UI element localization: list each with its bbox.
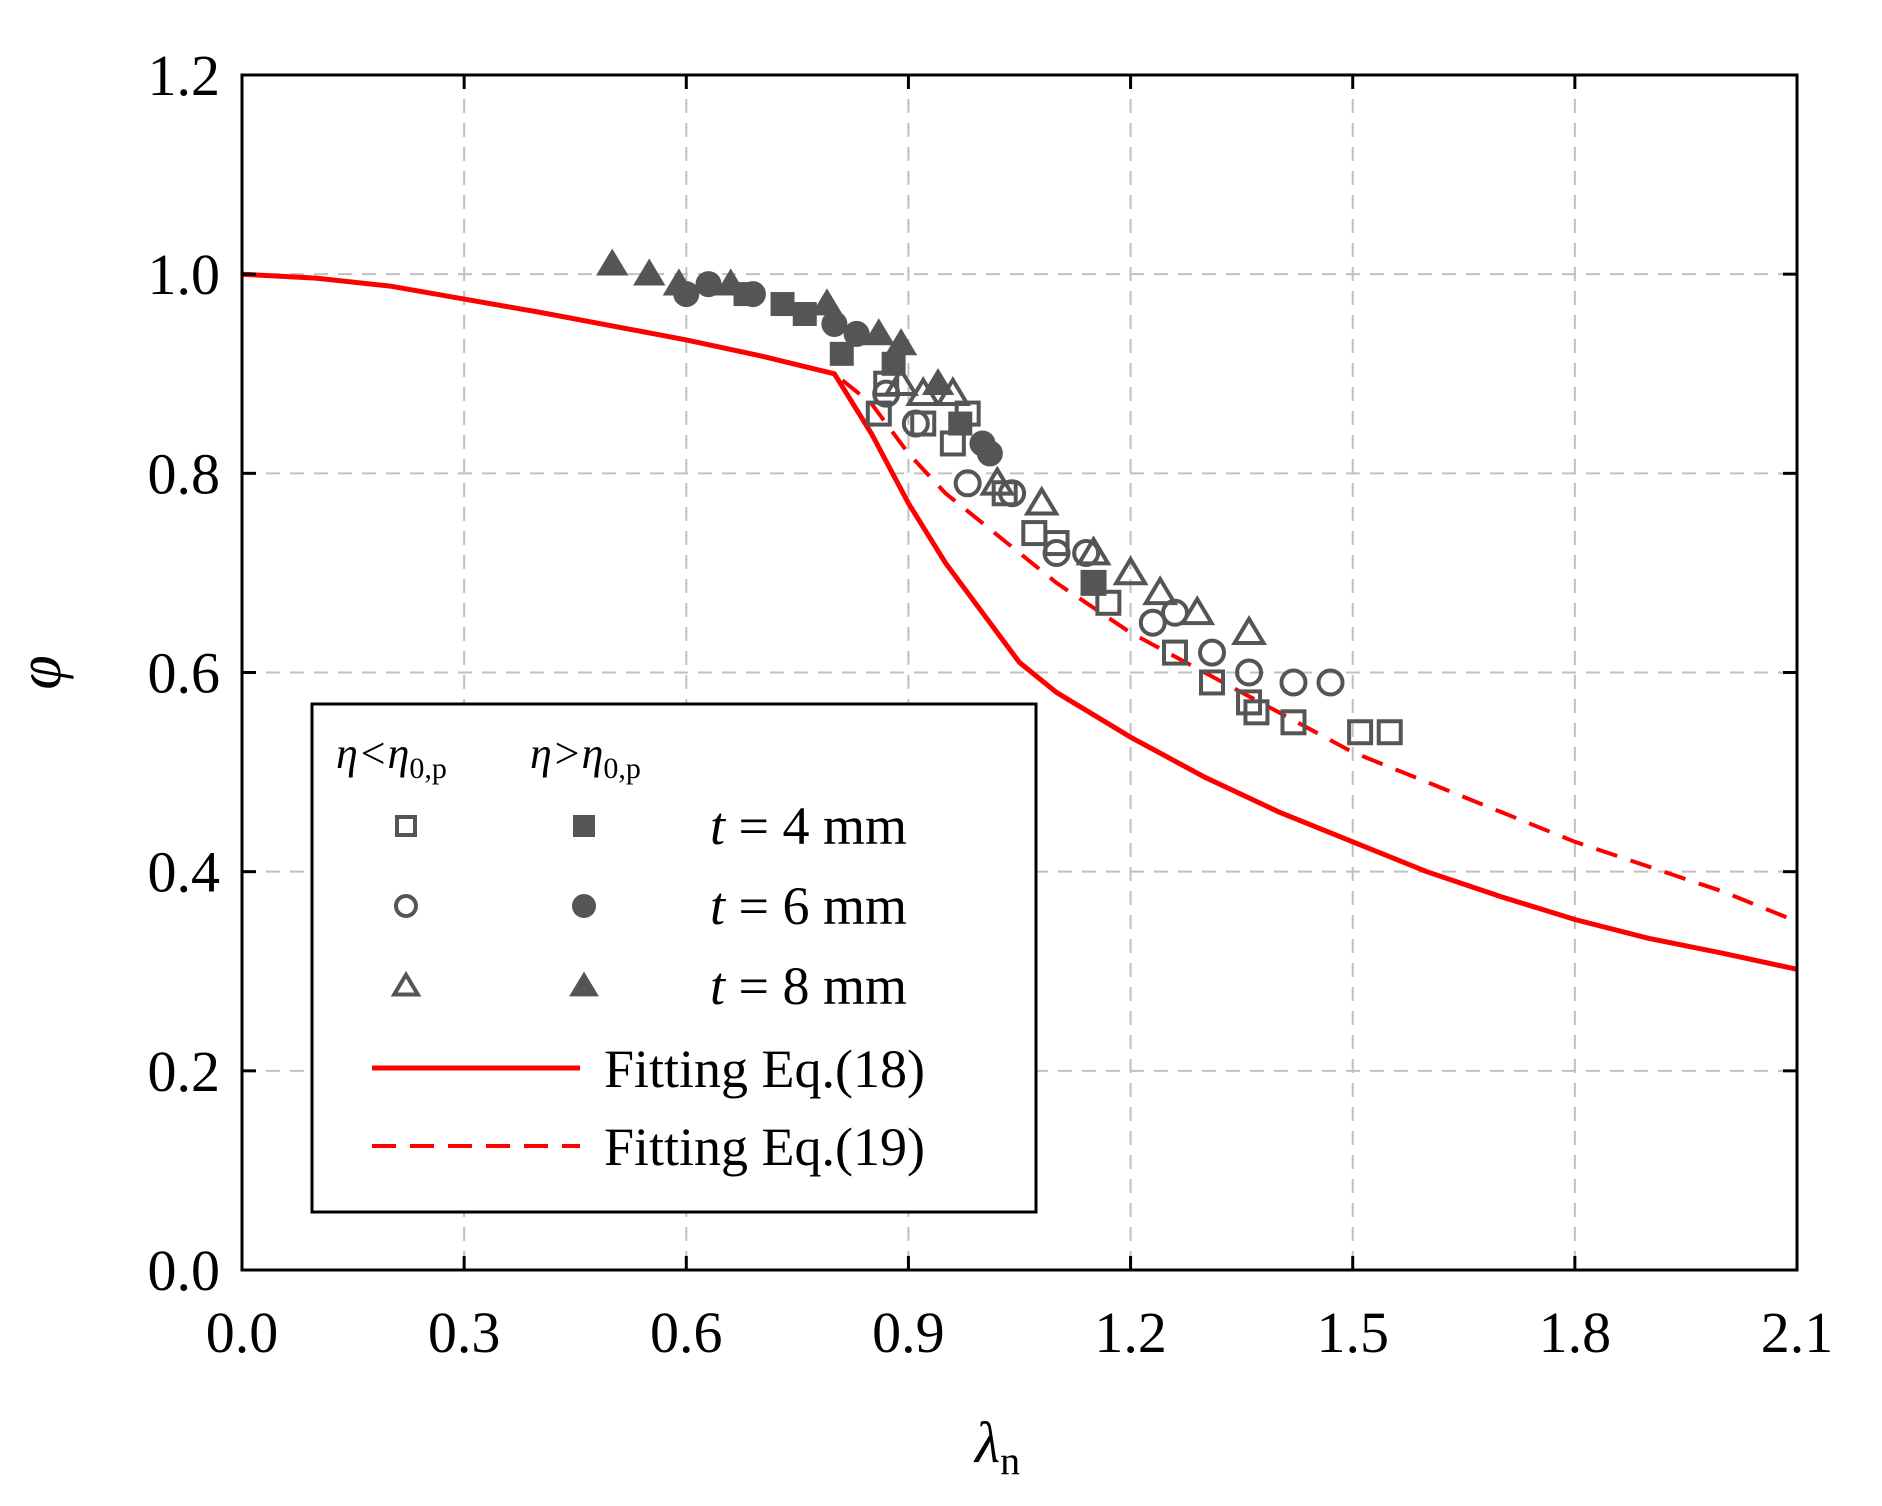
legend-label-t4-rest: = 4 mm <box>725 796 907 856</box>
legend-header-right-sub: 0,p <box>603 752 641 785</box>
square-open-point <box>1021 520 1048 547</box>
y-tick-label: 1.2 <box>148 43 221 108</box>
x-tick-label: 0.9 <box>872 1300 945 1365</box>
legend-label-t6-var: t <box>710 876 727 936</box>
triangle-open-point <box>883 366 919 397</box>
y-axis-label: φ <box>6 655 74 689</box>
square-open-point <box>1376 719 1403 746</box>
circle-open-point <box>1316 668 1345 697</box>
x-tick-label: 0.6 <box>650 1300 723 1365</box>
legend-header-left-main: η<η <box>336 729 409 778</box>
triangle-filled-point <box>714 268 747 296</box>
legend-marker-square-filled <box>573 815 595 837</box>
square-open-point <box>939 430 966 457</box>
square-filled-point <box>829 341 854 366</box>
triangle-open-point <box>1179 595 1216 626</box>
y-tick-label: 0.6 <box>148 641 221 706</box>
triangle-open-point <box>1075 535 1112 566</box>
legend-marker-triangle-filled <box>569 971 599 997</box>
triangle-filled-point <box>884 328 918 356</box>
triangle-filled-point <box>862 318 896 346</box>
x-tick-label: 0.0 <box>206 1300 279 1365</box>
legend-label-eq18: Fitting Eq.(18) <box>604 1039 925 1099</box>
triangle-filled-point <box>810 288 844 316</box>
legend-label-t4: t = 4 mm <box>710 796 907 856</box>
legend-label-t8-rest: = 8 mm <box>725 956 907 1016</box>
x-tick-label: 1.5 <box>1316 1300 1389 1365</box>
square-open-point <box>1280 709 1307 736</box>
fit-curves <box>241 271 1798 972</box>
circle-open-point <box>1235 658 1264 687</box>
legend-label-t6-rest: = 6 mm <box>725 876 907 936</box>
x-axis-label-main: λ <box>973 1410 1000 1475</box>
square-open-point <box>1199 669 1226 696</box>
square-open-point <box>1347 719 1374 746</box>
triangle-open-point <box>1023 485 1060 516</box>
square-open-point <box>1162 639 1188 666</box>
axis-ticks <box>240 73 1799 1272</box>
square-open-point <box>1243 699 1270 726</box>
x-tick-label: 1.8 <box>1539 1300 1612 1365</box>
legend-header-left-sub: 0,p <box>409 752 447 785</box>
legend-label-t8: t = 8 mm <box>710 956 907 1016</box>
circle-filled-point <box>821 310 848 337</box>
legend-label-t4-var: t <box>710 796 727 856</box>
y-tick-label: 0.4 <box>148 840 221 905</box>
circle-open-point <box>1042 539 1071 567</box>
data-points <box>596 248 1403 746</box>
circle-open-point <box>1279 668 1308 697</box>
legend-label-t8-var: t <box>710 956 727 1016</box>
triangle-filled-point <box>662 268 696 296</box>
x-tick-label: 2.1 <box>1761 1300 1834 1365</box>
triangle-open-point <box>1112 555 1149 586</box>
fit-curve-eq19 <box>241 272 1798 924</box>
circle-filled-point <box>976 440 1003 467</box>
y-tick-label: 0.8 <box>148 441 221 506</box>
triangle-open-point <box>1231 615 1268 645</box>
x-axis-label-sub: n <box>1000 1438 1020 1483</box>
legend-label-eq19: Fitting Eq.(19) <box>604 1117 925 1177</box>
legend-header-right: η>η0,p <box>530 729 641 785</box>
x-tick-label: 1.2 <box>1094 1300 1167 1365</box>
circle-filled-point <box>843 320 870 347</box>
legend-marker-circle-open <box>394 894 418 918</box>
x-axis-label: λn <box>973 1410 1020 1483</box>
triangle-open-point <box>1142 575 1179 606</box>
square-open-point <box>1043 530 1070 557</box>
tick-labels: 0.0 0.3 0.6 0.9 1.2 1.5 1.8 2.1 0.0 0.2 0.4 0.6 0.8 1… <box>148 43 1834 1365</box>
square-filled-point <box>948 411 973 436</box>
circle-open-point <box>953 469 982 498</box>
legend-header-left: η<η0,p <box>336 729 447 785</box>
legend: η<η0,p η>η0,p t = 4 mm t = 6 mm t = 8 mm… <box>310 702 1038 1214</box>
circle-open-point <box>1198 638 1227 667</box>
square-filled-point <box>1081 570 1106 595</box>
legend-marker-square-open <box>395 815 417 837</box>
square-open-point <box>1095 589 1122 616</box>
y-tick-label: 1.0 <box>148 242 221 307</box>
circle-open-point <box>1138 608 1167 637</box>
legend-header-right-main: η>η <box>530 729 603 778</box>
legend-box <box>310 702 1038 1214</box>
triangle-filled-point <box>633 258 666 286</box>
y-tick-label: 0.0 <box>148 1238 221 1303</box>
triangle-filled-point <box>921 368 955 396</box>
legend-marker-circle-filled <box>572 894 596 918</box>
legend-marker-triangle-open <box>390 970 422 997</box>
legend-markers <box>390 815 599 997</box>
circle-open-point <box>901 409 930 438</box>
triangle-open-point <box>979 465 1016 496</box>
x-tick-label: 0.3 <box>428 1300 501 1365</box>
circle-filled-point <box>695 271 722 298</box>
legend-label-t6: t = 6 mm <box>710 876 907 936</box>
square-filled-point <box>770 292 795 317</box>
triangle-filled-point <box>596 248 629 276</box>
y-tick-label: 0.2 <box>148 1039 221 1104</box>
